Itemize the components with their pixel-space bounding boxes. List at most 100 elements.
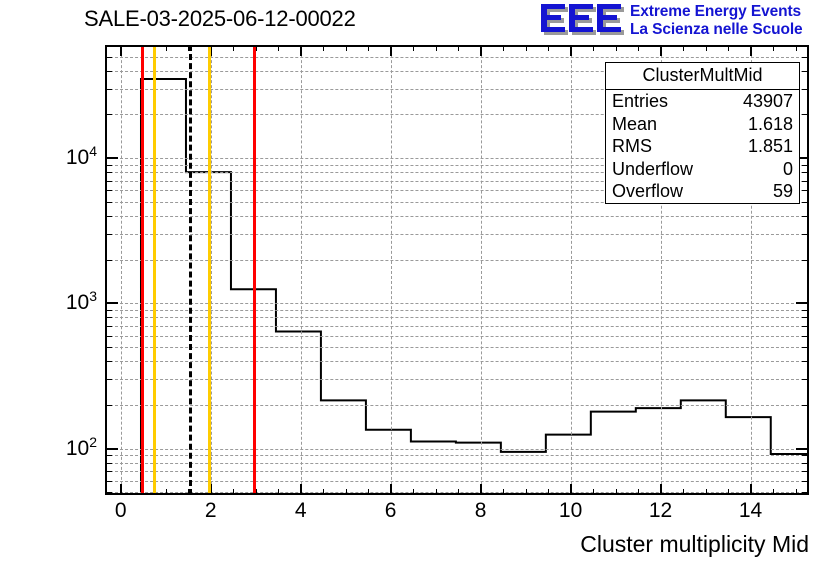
x-tick-minor <box>323 489 325 495</box>
x-tick-top-major <box>119 45 122 56</box>
eee-logo-line1: Extreme Energy Events <box>630 3 802 20</box>
stats-title: ClusterMultMid <box>606 63 799 90</box>
y-tick-minor <box>802 480 809 482</box>
x-tick-label: 8 <box>474 499 487 522</box>
y-tick-minor <box>105 462 112 464</box>
stats-key: Overflow <box>612 181 684 201</box>
x-tick-minor <box>368 489 370 495</box>
y-tick-minor <box>105 471 112 473</box>
x-axis-title: Cluster multiplicity Mid <box>580 531 809 557</box>
x-tick-minor <box>593 489 595 495</box>
y-tick-label: 104 <box>65 143 97 170</box>
y-tick-minor <box>802 404 809 406</box>
y-tick-minor <box>802 455 809 457</box>
x-tick-minor <box>728 489 730 495</box>
x-tick-minor <box>525 489 527 495</box>
x-tick-minor <box>458 489 460 495</box>
x-tick-top-minor <box>728 45 730 51</box>
x-tick-top-minor <box>435 45 437 51</box>
gridline-vertical <box>480 45 482 495</box>
x-tick-top-minor <box>638 45 640 51</box>
plot-area <box>105 45 809 495</box>
gridline-horizontal <box>105 172 809 174</box>
stats-rows: Entries 43907 Mean 1.618 RMS 1.851 Underflow 0 O… <box>606 90 799 203</box>
stats-row: Entries 43907 <box>606 90 799 113</box>
x-tick-minor <box>233 489 235 495</box>
gridline-horizontal <box>105 303 809 305</box>
y-tick-minor <box>802 310 809 312</box>
gridline-horizontal <box>105 88 809 90</box>
x-tick-top-major <box>569 45 572 56</box>
x-tick-top-major <box>389 45 392 56</box>
y-tick-minor <box>105 259 112 261</box>
x-tick-minor <box>413 489 415 495</box>
y-tick-minor <box>105 347 112 349</box>
gridline-horizontal <box>105 201 809 203</box>
x-tick-major <box>749 484 752 495</box>
y-tick-minor <box>105 172 112 174</box>
histogram-curve <box>139 78 809 495</box>
y-tick-minor <box>802 164 809 166</box>
y-tick-minor <box>105 361 112 363</box>
gridline-horizontal <box>105 361 809 363</box>
x-tick-top-minor <box>683 45 685 51</box>
plot-frame <box>105 45 809 495</box>
y-tick-minor <box>802 234 809 236</box>
x-tick-top-minor <box>615 45 617 51</box>
gridline-vertical <box>750 45 752 495</box>
gridline-horizontal <box>105 317 809 319</box>
y-tick-minor <box>105 215 112 217</box>
gridline-horizontal <box>105 234 809 236</box>
y-tick-minor <box>802 471 809 473</box>
stats-key: Mean <box>612 113 658 134</box>
x-tick-minor <box>503 489 505 495</box>
x-tick-major <box>389 484 392 495</box>
y-tick-minor <box>105 234 112 236</box>
x-tick-minor <box>435 489 437 495</box>
gridline-horizontal <box>105 70 809 72</box>
y-tick-minor <box>105 88 112 90</box>
y-tick-minor <box>802 70 809 72</box>
y-tick-minor <box>105 325 112 327</box>
gridline-horizontal <box>105 190 809 192</box>
gridline-horizontal <box>105 56 809 58</box>
x-tick-top-major <box>479 45 482 56</box>
x-tick-label: 14 <box>738 499 763 522</box>
x-tick-minor <box>615 489 617 495</box>
gridline-horizontal <box>105 259 809 261</box>
x-tick-minor <box>165 489 167 495</box>
y-tick-minor <box>802 492 809 494</box>
x-tick-top-minor <box>345 45 347 51</box>
x-tick-top-minor <box>458 45 460 51</box>
x-tick-major <box>479 484 482 495</box>
y-tick-minor <box>802 201 809 203</box>
y-tick-major <box>105 157 118 160</box>
y-tick-minor <box>105 310 112 312</box>
stats-row: Overflow 59 <box>606 180 799 203</box>
x-tick-minor <box>705 489 707 495</box>
y-tick-label: 102 <box>65 433 97 460</box>
gridline-horizontal <box>105 480 809 482</box>
x-tick-label: 2 <box>204 499 217 522</box>
x-tick-top-major <box>659 45 662 56</box>
x-tick-minor <box>278 489 280 495</box>
x-tick-top-minor <box>233 45 235 51</box>
x-tick-minor <box>345 489 347 495</box>
histogram-path <box>139 78 809 495</box>
y-tick-minor <box>802 379 809 381</box>
y-tick-major <box>796 302 809 305</box>
gridline-horizontal <box>105 158 809 160</box>
y-tick-minor <box>802 462 809 464</box>
y-tick-minor <box>105 201 112 203</box>
y-tick-minor <box>105 56 112 58</box>
x-tick-minor <box>188 489 190 495</box>
x-tick-top-major <box>299 45 302 56</box>
x-tick-major <box>299 484 302 495</box>
x-tick-top-minor <box>188 45 190 51</box>
gridline-horizontal <box>105 215 809 217</box>
y-tick-minor <box>105 335 112 337</box>
x-tick-top-minor <box>593 45 595 51</box>
x-tick-major <box>569 484 572 495</box>
x-tick-top-minor <box>705 45 707 51</box>
